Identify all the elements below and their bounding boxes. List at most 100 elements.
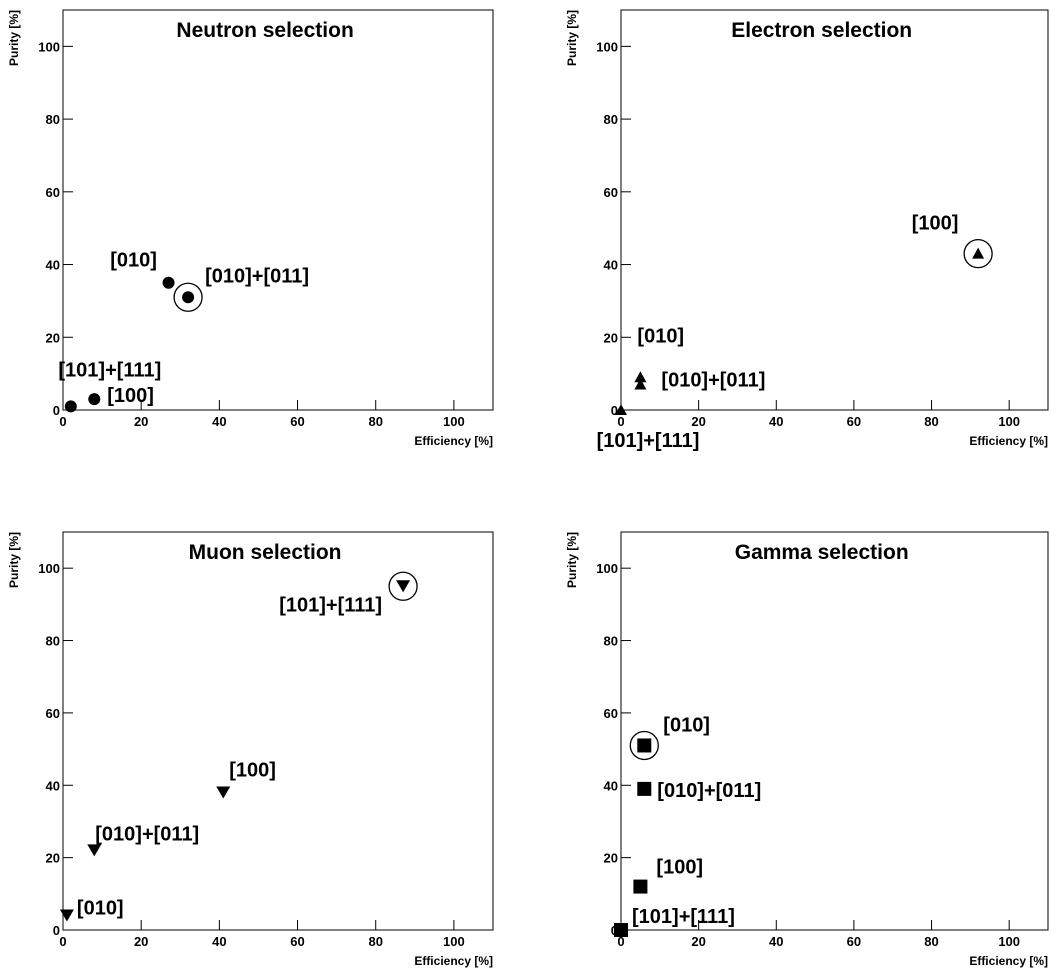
point <box>59 909 74 922</box>
y-tick-label: 40 <box>46 778 60 793</box>
point-label: [010]+[011] <box>657 780 761 802</box>
y-tick-label: 80 <box>46 634 60 649</box>
point-label: [100] <box>229 760 276 782</box>
y-tick-label: 100 <box>596 561 618 576</box>
x-tick-label: 0 <box>59 414 66 429</box>
y-tick-label: 40 <box>604 778 618 793</box>
chart-title: Muon selection <box>189 541 342 564</box>
chart-title: Gamma selection <box>735 541 909 564</box>
y-tick-label: 20 <box>604 851 618 866</box>
y-tick-label: 100 <box>38 561 60 576</box>
point-label: [010] <box>110 250 157 272</box>
point <box>634 371 647 383</box>
y-tick-label: 20 <box>46 330 60 345</box>
x-tick-label: 40 <box>769 934 783 949</box>
x-tick-label: 0 <box>617 414 624 429</box>
y-tick-label: 100 <box>596 39 618 54</box>
x-tick-label: 0 <box>617 934 624 949</box>
x-tick-label: 20 <box>691 414 705 429</box>
y-axis-label: Purity [%] <box>565 532 579 588</box>
x-axis-label: Efficiency [%] <box>969 954 1048 968</box>
x-axis-label: Efficiency [%] <box>414 954 493 968</box>
point <box>972 247 985 259</box>
point <box>88 393 101 406</box>
axes-frame <box>62 9 494 411</box>
point-label: [010] <box>663 714 710 736</box>
axes-frame <box>620 9 1049 411</box>
y-tick-label: 100 <box>38 39 60 54</box>
x-tick-label: 100 <box>443 414 465 429</box>
y-tick-label: 60 <box>604 706 618 721</box>
x-tick-label: 40 <box>212 934 226 949</box>
point-label: [010]+[011] <box>95 823 199 845</box>
point-label: [101]+[111] <box>597 430 700 452</box>
y-axis-label: Purity [%] <box>565 10 579 66</box>
point <box>396 580 411 593</box>
highlight-ring <box>963 238 993 269</box>
point-label: [100] <box>912 213 959 235</box>
chart-title: Electron selection <box>731 19 912 42</box>
chart-title: Neutron selection <box>176 19 353 42</box>
x-tick-label: 60 <box>847 414 861 429</box>
x-tick-label: 80 <box>368 414 382 429</box>
point <box>162 276 175 289</box>
point-label: [100] <box>107 385 154 407</box>
y-tick-label: 80 <box>46 112 60 127</box>
point <box>633 879 648 894</box>
x-tick-label: 100 <box>998 414 1020 429</box>
y-tick-label: 40 <box>604 258 618 273</box>
x-axis-label: Efficiency [%] <box>414 434 493 448</box>
point-label: [010]+[011] <box>661 370 765 392</box>
x-tick-label: 20 <box>691 934 705 949</box>
x-tick-label: 100 <box>998 934 1020 949</box>
x-tick-label: 100 <box>443 934 465 949</box>
point <box>87 844 102 857</box>
x-tick-label: 40 <box>212 414 226 429</box>
point <box>637 738 652 753</box>
point-label: [101]+[111] <box>58 359 161 381</box>
y-axis-label: Purity [%] <box>7 532 21 588</box>
highlight-ring <box>388 571 418 601</box>
axes-frame <box>62 531 494 931</box>
y-tick-label: 80 <box>604 634 618 649</box>
x-tick-label: 80 <box>924 934 938 949</box>
point <box>182 291 195 304</box>
y-tick-label: 0 <box>53 403 60 418</box>
highlight-ring <box>173 282 203 312</box>
y-tick-label: 60 <box>604 185 618 200</box>
y-tick-label: 60 <box>46 706 60 721</box>
point-label: [010] <box>637 325 684 347</box>
x-tick-label: 80 <box>924 414 938 429</box>
point-label: [010]+[011] <box>205 265 309 287</box>
y-tick-label: 0 <box>53 923 60 938</box>
x-tick-label: 20 <box>134 414 148 429</box>
x-axis-label: Efficiency [%] <box>969 434 1048 448</box>
x-tick-label: 60 <box>290 414 304 429</box>
point-label: [010] <box>77 898 124 920</box>
point-label: [101]+[111] <box>279 594 382 616</box>
y-tick-label: 40 <box>46 258 60 273</box>
x-tick-label: 60 <box>847 934 861 949</box>
y-tick-label: 20 <box>46 851 60 866</box>
point-label: [101]+[111] <box>632 906 735 928</box>
x-tick-label: 60 <box>290 934 304 949</box>
point-label: [100] <box>656 857 703 879</box>
highlight-ring <box>629 730 659 761</box>
point <box>614 923 628 937</box>
y-tick-label: 0 <box>611 403 618 418</box>
point <box>64 400 77 413</box>
point <box>634 378 647 390</box>
point <box>615 404 627 415</box>
y-tick-label: 80 <box>604 112 618 127</box>
point <box>637 781 652 796</box>
x-tick-label: 40 <box>769 414 783 429</box>
x-tick-label: 20 <box>134 934 148 949</box>
y-axis-label: Purity [%] <box>7 10 21 66</box>
axes-frame <box>620 531 1049 931</box>
point <box>216 786 231 799</box>
x-tick-label: 0 <box>59 934 66 949</box>
y-tick-label: 20 <box>604 330 618 345</box>
y-tick-label: 60 <box>46 185 60 200</box>
x-tick-label: 80 <box>368 934 382 949</box>
